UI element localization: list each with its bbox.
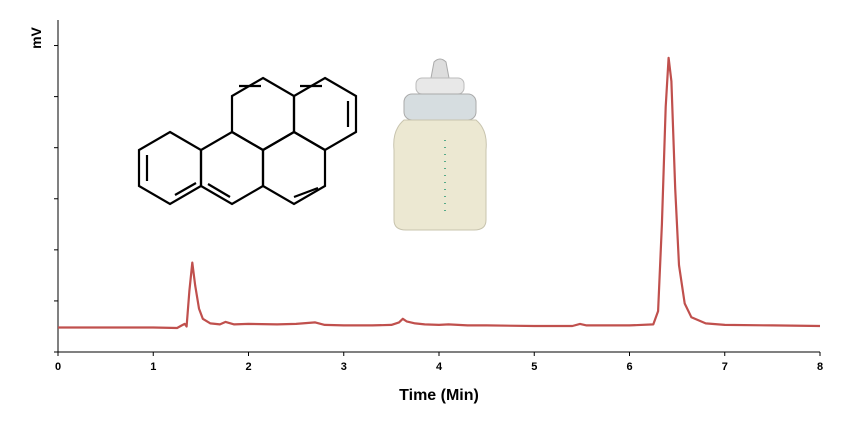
x-tick-label: 0 — [55, 361, 61, 373]
x-tick-label: 1 — [150, 361, 156, 373]
molecule-structure — [137, 76, 358, 206]
x-tick-label: 3 — [341, 361, 347, 373]
x-axis-label: Time (Min) — [399, 387, 479, 404]
x-tick-label: 2 — [245, 361, 251, 373]
x-tick-label: 6 — [626, 361, 632, 373]
x-tick-label: 4 — [436, 361, 443, 373]
x-tick-label: 7 — [722, 361, 728, 373]
trace-line — [58, 56, 821, 330]
baby-bottle — [393, 58, 487, 231]
y-axis-label: mV — [28, 26, 44, 48]
x-tick-label: 8 — [817, 361, 823, 373]
x-tick-label: 5 — [531, 361, 537, 373]
